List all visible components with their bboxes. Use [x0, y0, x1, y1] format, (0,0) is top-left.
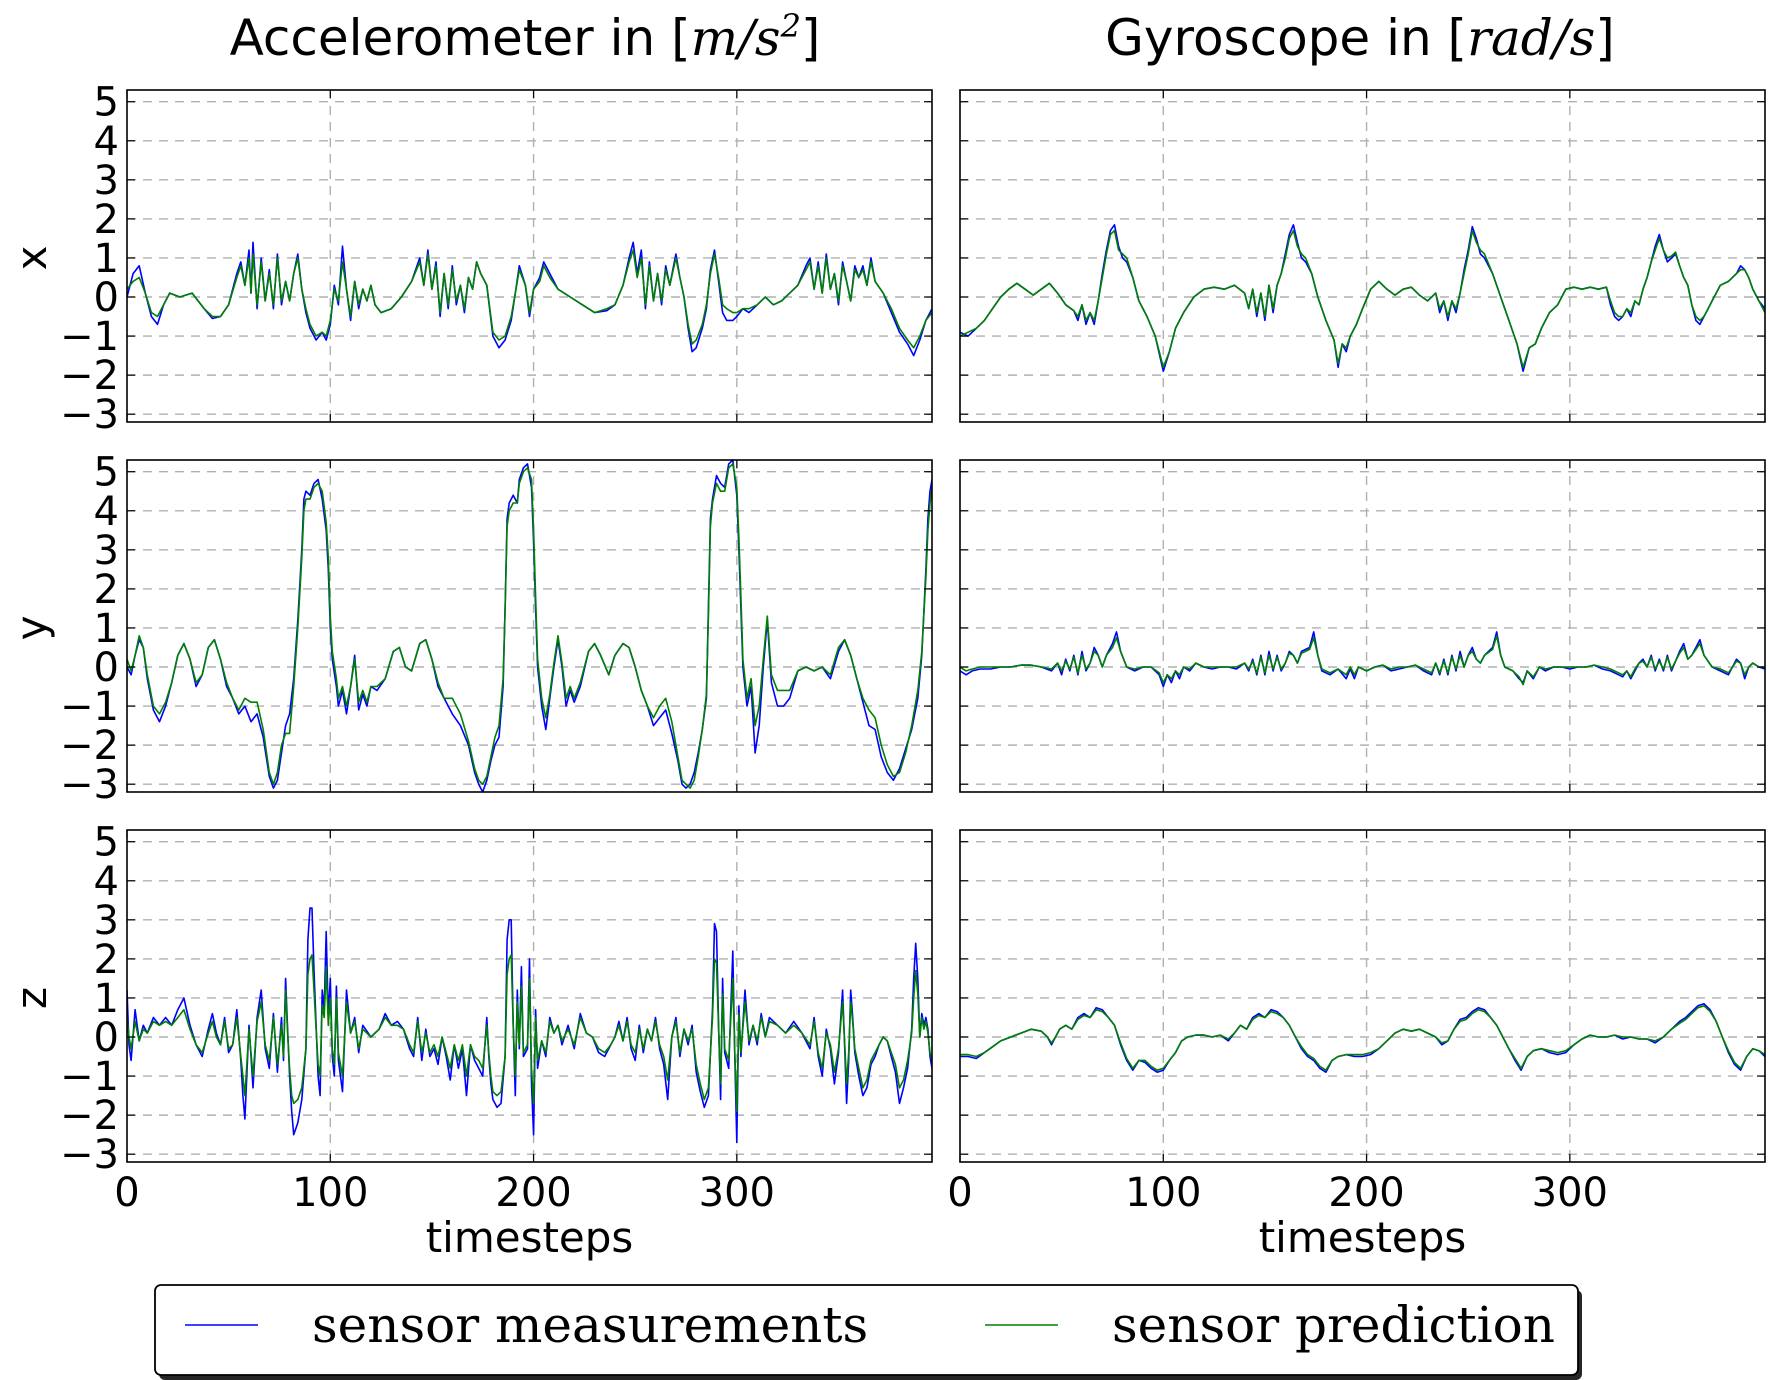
x-tick-label-gyroscope-z-100: 100	[1125, 1170, 1201, 1216]
y-tick-label-accelerometer-x--1: −1	[60, 314, 119, 360]
series-line-measurements-accelerometer-y	[127, 460, 932, 792]
x-axis-label-gyroscope-z: timesteps	[1259, 1213, 1467, 1262]
series-line-measurements-accelerometer-z	[127, 907, 932, 1144]
y-tick-label-accelerometer-y-1: 1	[94, 606, 119, 652]
y-tick-label-accelerometer-z--3: −3	[60, 1132, 119, 1178]
y-tick-label-accelerometer-x-0: 0	[94, 275, 119, 321]
legend-label-prediction: sensor prediction	[1112, 1296, 1555, 1354]
y-tick-label-accelerometer-z-3: 3	[94, 898, 119, 944]
series-line-measurements-gyroscope-x	[960, 224, 1765, 372]
plot-frame-accelerometer-y	[126, 459, 933, 793]
y-tick-label-accelerometer-z--2: −2	[60, 1093, 119, 1139]
accelerometer-title: Accelerometer in [m/s2]	[230, 7, 821, 67]
row-label-z: z	[7, 987, 56, 1009]
y-tick-label-accelerometer-y-4: 4	[94, 489, 119, 535]
y-tick-label-accelerometer-z-5: 5	[94, 820, 119, 866]
y-tick-label-accelerometer-y--2: −2	[60, 723, 119, 769]
y-tick-label-accelerometer-x--3: −3	[60, 392, 119, 438]
panel-gyroscope-z: 0 100 200 300 timesteps	[947, 829, 1766, 1262]
y-tick-label-accelerometer-y--1: −1	[60, 684, 119, 730]
y-tick-label-accelerometer-x-5: 5	[94, 80, 119, 126]
x-tick-label-accelerometer-z-300: 300	[699, 1170, 775, 1216]
y-tick-label-accelerometer-x-1: 1	[94, 236, 119, 282]
series-line-prediction-accelerometer-z	[127, 954, 932, 1112]
legend-box	[154, 1284, 1579, 1376]
panel-gyroscope-x	[959, 89, 1766, 423]
x-tick-label-accelerometer-z-0: 0	[114, 1170, 139, 1216]
series-line-prediction-gyroscope-y	[960, 635, 1765, 686]
y-tick-label-accelerometer-y-5: 5	[94, 450, 119, 496]
series-line-prediction-accelerometer-x	[127, 249, 932, 349]
y-tick-label-accelerometer-y--3: −3	[60, 762, 119, 808]
legend: sensor measurements sensor prediction	[154, 1284, 1582, 1380]
y-tick-label-accelerometer-y-3: 3	[94, 528, 119, 574]
plot-frame-gyroscope-x	[959, 89, 1766, 423]
x-tick-label-accelerometer-z-100: 100	[292, 1170, 368, 1216]
series-line-prediction-accelerometer-y	[127, 463, 932, 789]
x-tick-label-accelerometer-z-200: 200	[495, 1170, 571, 1216]
y-tick-label-accelerometer-z-0: 0	[94, 1015, 119, 1061]
x-tick-label-gyroscope-z-0: 0	[947, 1170, 972, 1216]
y-tick-label-accelerometer-z-4: 4	[94, 859, 119, 905]
x-axis-label-accelerometer-z: timesteps	[426, 1213, 634, 1262]
y-tick-label-accelerometer-x--2: −2	[60, 353, 119, 399]
plot-frame-gyroscope-y	[959, 459, 1766, 793]
series-line-prediction-gyroscope-z	[960, 1005, 1765, 1071]
x-tick-label-gyroscope-z-300: 300	[1532, 1170, 1608, 1216]
plot-frame-gyroscope-z	[959, 829, 1766, 1163]
y-tick-label-accelerometer-y-0: 0	[94, 645, 119, 691]
panel-gyroscope-y	[959, 459, 1766, 793]
y-tick-label-accelerometer-y-2: 2	[94, 567, 119, 613]
y-tick-label-accelerometer-x-2: 2	[94, 197, 119, 243]
plot-frame-accelerometer-x	[126, 89, 933, 423]
row-label-y: y	[7, 616, 56, 641]
gyroscope-title: Gyroscope in [rad/s]	[1105, 9, 1615, 67]
series-line-measurements-gyroscope-z	[960, 1003, 1765, 1073]
row-label-x: x	[7, 246, 56, 271]
x-tick-label-gyroscope-z-200: 200	[1328, 1170, 1404, 1216]
y-tick-label-accelerometer-x-4: 4	[94, 119, 119, 165]
plot-frame-accelerometer-z	[126, 829, 933, 1163]
y-tick-label-accelerometer-z-2: 2	[94, 937, 119, 983]
series-line-measurements-accelerometer-x	[127, 241, 932, 357]
y-tick-label-accelerometer-z--1: −1	[60, 1054, 119, 1100]
series-line-prediction-gyroscope-x	[960, 229, 1765, 369]
y-tick-label-accelerometer-x-3: 3	[94, 158, 119, 204]
y-tick-label-accelerometer-z-1: 1	[94, 976, 119, 1022]
legend-label-measurements: sensor measurements	[312, 1296, 868, 1354]
